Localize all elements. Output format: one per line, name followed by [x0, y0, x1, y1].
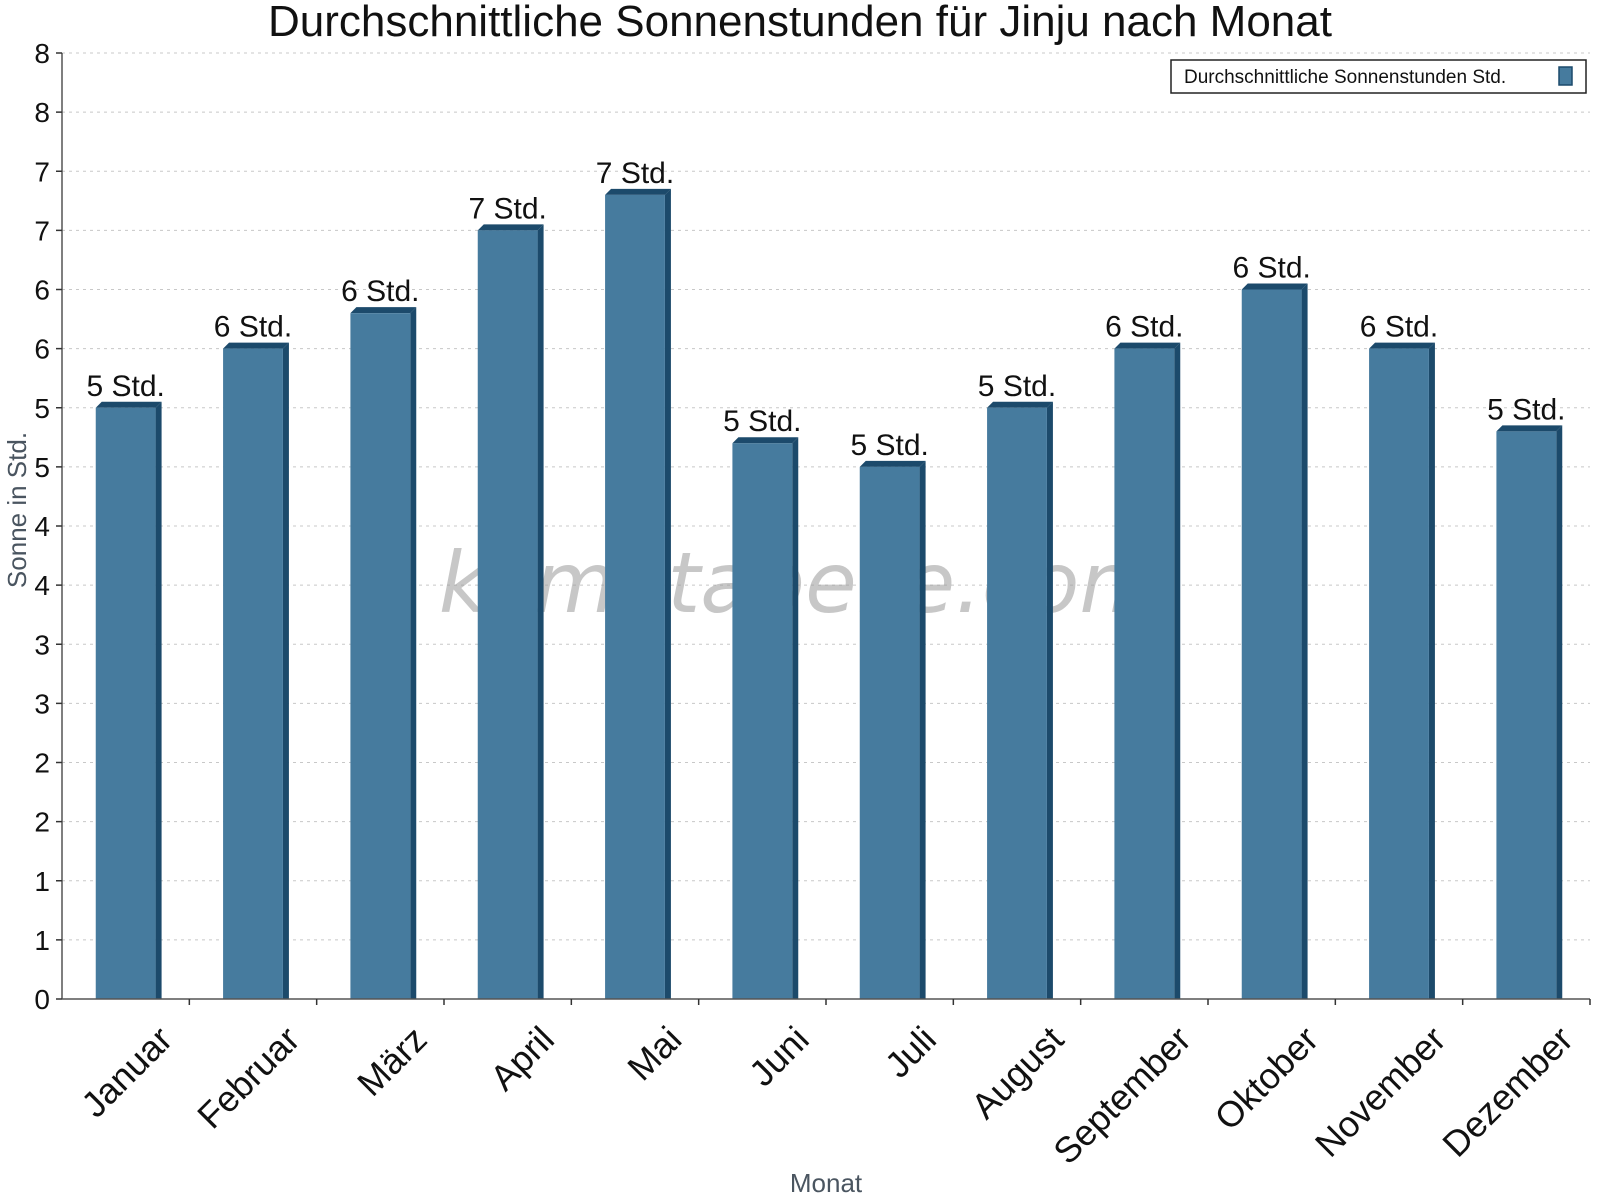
bar-side: [1428, 342, 1435, 999]
x-tick-label: September: [1045, 1018, 1199, 1172]
bar: [95, 407, 156, 999]
x-tick-label: Mai: [619, 1018, 689, 1088]
y-tick-label: 1: [34, 925, 50, 956]
y-tick-label: 3: [34, 629, 50, 660]
bar-top: [1114, 342, 1181, 349]
bar: [987, 407, 1047, 999]
x-tick-label: Februar: [189, 1018, 307, 1136]
bar-top: [223, 342, 289, 349]
x-tick-label: Oktober: [1206, 1018, 1326, 1138]
x-tick-label: März: [349, 1018, 435, 1104]
bar-top: [732, 437, 799, 444]
data-label: 5 Std.: [978, 370, 1056, 403]
bar-side: [664, 188, 671, 999]
bar-side: [282, 342, 289, 999]
x-tick-label: Dezember: [1434, 1018, 1580, 1164]
y-tick-label: 6: [34, 334, 50, 365]
legend-box: [1170, 59, 1587, 94]
bar-top: [1241, 283, 1308, 290]
bar-side: [155, 401, 162, 999]
bar-side: [410, 307, 417, 999]
bar: [223, 348, 283, 999]
bar-side: [537, 224, 544, 999]
bar-top: [859, 460, 926, 467]
bar-side: [1556, 425, 1563, 999]
bar: [1496, 431, 1557, 999]
x-axis-label: Monat: [790, 1168, 863, 1198]
y-axis-ticks: 0 1 1 2 2 3 3 4 4 5 5 6 6 7 7 8 8: [34, 38, 62, 1015]
legend-label: Durchschnittliche Sonnenstunden Std.: [1184, 67, 1506, 88]
y-tick-label: 0: [34, 984, 50, 1015]
bar-side: [1301, 283, 1308, 999]
data-label: 5 Std.: [850, 429, 928, 462]
bar: [1114, 348, 1175, 999]
bar-side: [1174, 342, 1181, 999]
x-tick-label: Juli: [877, 1018, 944, 1085]
data-label: 6 Std.: [1105, 311, 1183, 344]
y-tick-label: 1: [34, 866, 50, 897]
y-tick-label: 2: [34, 748, 50, 779]
x-tick-label: August: [963, 1018, 1071, 1126]
data-label: 6 Std.: [1232, 252, 1310, 285]
x-axis-ticks: Januar Februar März April Mai Juni Juli AugustS…: [73, 999, 1591, 1172]
bar-side: [1046, 401, 1053, 999]
y-axis-label: Sonne in Std.: [2, 432, 32, 588]
data-label: 5 Std.: [1487, 393, 1565, 426]
grid-lines: [62, 52, 1590, 941]
data-label: 6 Std.: [1360, 311, 1438, 344]
data-label: 5 Std.: [723, 405, 801, 438]
bar-top: [95, 401, 162, 408]
bar-top: [605, 188, 671, 195]
y-tick-label: 5: [34, 452, 50, 483]
bar: [732, 443, 793, 1000]
bar: [1241, 289, 1302, 999]
bar-top: [987, 401, 1053, 408]
x-tick-label: November: [1307, 1018, 1453, 1164]
legend-swatch: [1558, 66, 1573, 86]
bar-top: [477, 224, 544, 231]
y-tick-label: 7: [34, 215, 50, 246]
y-tick-label: 8: [34, 97, 50, 128]
bar: [350, 313, 411, 999]
legend: Durchschnittliche Sonnenstunden Std.: [1170, 59, 1587, 94]
data-label: 5 Std.: [86, 370, 164, 403]
x-tick-label: April: [482, 1018, 562, 1098]
bar: [859, 466, 920, 999]
chart-title: Durchschnittliche Sonnenstunden für Jinj…: [268, 0, 1332, 46]
data-label: 7 Std.: [468, 192, 546, 225]
bar: [1369, 348, 1429, 999]
y-tick-label: 8: [34, 38, 50, 69]
x-tick-label: Juni: [741, 1018, 817, 1094]
y-tick-label: 3: [34, 688, 50, 719]
bar-side: [919, 460, 926, 999]
bar-top: [1369, 342, 1435, 349]
y-tick-label: 7: [34, 156, 50, 187]
bars: 5 Std. 6 Std. 6 Std. 7 Std. 7 Std. 5 Std. 5 St…: [86, 157, 1566, 1000]
x-tick-label: Januar: [73, 1018, 180, 1125]
data-label: 6 Std.: [214, 311, 292, 344]
data-label: 6 Std.: [341, 275, 419, 308]
y-tick-label: 5: [34, 393, 50, 424]
y-tick-label: 6: [34, 275, 50, 306]
bar: [605, 194, 665, 999]
bar-top: [1496, 425, 1563, 432]
bar: [477, 230, 538, 999]
y-tick-label: 2: [34, 807, 50, 838]
data-label: 7 Std.: [596, 157, 674, 190]
y-tick-label: 4: [34, 570, 50, 601]
bar-side: [792, 437, 799, 1000]
y-tick-label: 4: [34, 511, 50, 542]
bar-top: [350, 307, 417, 314]
